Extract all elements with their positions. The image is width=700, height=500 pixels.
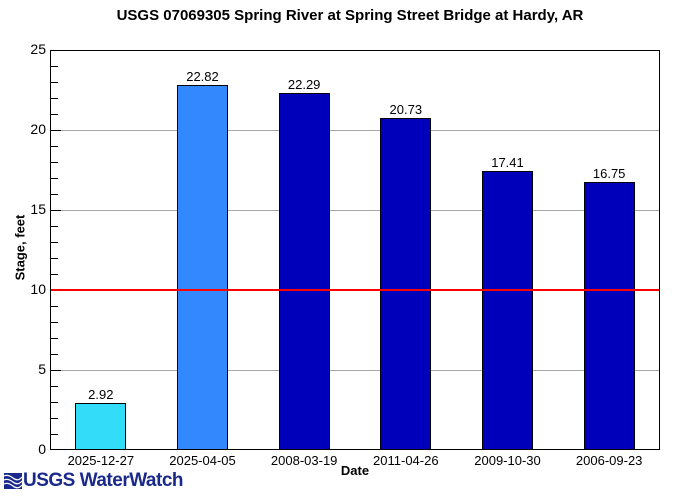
- gridline: [51, 210, 659, 211]
- plot-area: 2.92 22.82 22.29 20.73 17.41 16.75: [50, 50, 660, 450]
- x-tick-label: 2008-03-19: [270, 453, 338, 468]
- y-tick-label: 0: [38, 441, 46, 457]
- minor-tick: [51, 354, 58, 355]
- minor-tick: [51, 146, 58, 147]
- y-tick-label: 25: [30, 41, 46, 57]
- bar: [482, 171, 533, 450]
- x-tick-label: 2011-04-26: [373, 453, 439, 468]
- minor-tick: [51, 338, 58, 339]
- usgs-wave-icon: [4, 473, 22, 489]
- minor-tick: [51, 98, 58, 99]
- flood-stage-line: [51, 289, 659, 291]
- x-tick-label: 2025-12-27: [67, 453, 135, 468]
- minor-tick: [51, 242, 58, 243]
- minor-tick: [51, 434, 58, 435]
- minor-tick: [51, 114, 58, 115]
- minor-tick: [51, 258, 58, 259]
- bar-value-label: 16.75: [592, 166, 626, 181]
- bar: [380, 118, 432, 450]
- usgs-waterwatch-logo: USGS WaterWatch: [4, 470, 184, 492]
- y-tick-label: 15: [30, 201, 46, 217]
- bar-value-label: 22.29: [287, 77, 321, 93]
- bar: [583, 182, 635, 450]
- x-tick-label: 2006-09-23: [575, 453, 643, 468]
- x-tick-label: 2025-04-05: [169, 453, 236, 468]
- logo-text: USGS WaterWatch: [23, 470, 184, 491]
- bar-value-label: 22.82: [186, 68, 219, 84]
- y-tick-label: 5: [38, 361, 46, 377]
- bar-value-label: 2.92: [88, 387, 114, 403]
- major-tick: [51, 130, 61, 131]
- x-axis-title: Date: [340, 463, 370, 478]
- major-tick: [51, 370, 61, 371]
- y-tick-label: 10: [30, 281, 46, 297]
- minor-tick: [51, 402, 58, 403]
- minor-tick: [51, 162, 58, 163]
- minor-tick: [51, 418, 58, 419]
- chart-title: USGS 07069305 Spring River at Spring Str…: [116, 7, 584, 24]
- minor-tick: [51, 274, 58, 275]
- minor-tick: [51, 82, 58, 83]
- bar: [75, 403, 127, 450]
- bar: [278, 93, 330, 450]
- minor-tick: [51, 322, 58, 323]
- y-axis-title: Stage, feet: [12, 214, 28, 281]
- minor-tick: [51, 194, 58, 195]
- minor-tick: [51, 386, 58, 387]
- gridline: [51, 130, 659, 131]
- x-tick-label: 2009-10-30: [474, 453, 541, 468]
- bar: [177, 84, 228, 450]
- minor-tick: [51, 306, 58, 307]
- minor-tick: [51, 226, 58, 227]
- minor-tick: [51, 178, 58, 179]
- bar-value-label: 17.41: [491, 155, 524, 171]
- gridline: [51, 370, 659, 371]
- minor-tick: [51, 66, 58, 67]
- major-tick: [51, 210, 61, 211]
- y-tick-label: 20: [30, 121, 46, 137]
- bar-value-label: 20.73: [389, 102, 423, 118]
